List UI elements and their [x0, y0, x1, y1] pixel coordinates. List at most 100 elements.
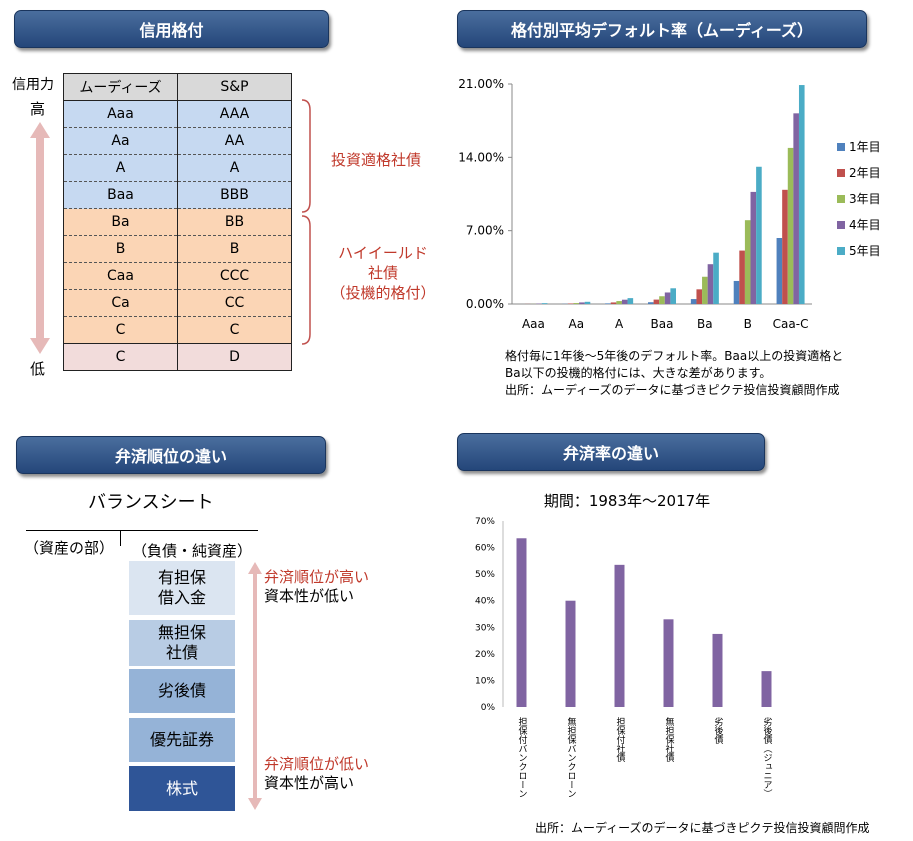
rating-cell: BB	[176, 208, 293, 236]
bar	[761, 671, 772, 707]
bar	[663, 619, 674, 707]
repayment-arrow	[248, 562, 262, 810]
default-note-line1: 格付毎に1年後～5年後のデフォルト率。Baa以上の投資適格と	[505, 349, 844, 363]
bar	[702, 276, 708, 304]
default-note-line3: 出所：ムーディーズのデータに基づきピクテ投信投資顧問作成	[505, 383, 840, 397]
bar	[579, 302, 585, 304]
x-tick-label: Aaa	[522, 317, 545, 331]
rating-cell: Caa	[63, 262, 178, 290]
bar	[616, 301, 622, 304]
y-tick-label: 10%	[475, 676, 495, 686]
rating-cell: CC	[176, 289, 293, 317]
bar	[793, 113, 799, 304]
credit-axis-label: 信用力	[12, 77, 54, 93]
y-tick-label: 7.00%	[466, 224, 504, 238]
rating-cell: B	[176, 235, 293, 263]
assets-label: （資産の部）	[24, 539, 115, 557]
bs-preferred-securities: 優先証券	[129, 718, 235, 762]
x-tick-label: Ba	[697, 317, 713, 331]
recovery-rate-chart: 期間：1983年～2017年 0% 10% 20% 30% 40% 50% 60% 70% 担保付…	[475, 492, 773, 798]
bar	[614, 564, 625, 707]
legend-swatch	[837, 169, 845, 177]
bs-top-note: 弁済順位が高い 資本性が低い	[264, 568, 369, 606]
bar	[659, 296, 665, 304]
credit-high-label: 高	[30, 100, 46, 118]
rating-cell: Ba	[63, 208, 178, 236]
rating-cell: Baa	[63, 181, 178, 209]
bs-top-note-1: 弁済順位が高い	[264, 568, 370, 586]
high-yield-label: ハイイールド 社債 （投機的格付）	[329, 243, 437, 303]
x-tick-label: Aa	[569, 317, 585, 331]
rating-cell: AA	[176, 127, 293, 155]
bs-top-note-2: 資本性が低い	[264, 587, 355, 605]
bar	[610, 302, 617, 304]
y-tick-label: 20%	[475, 650, 495, 660]
bar	[565, 600, 576, 707]
default-note-line2: Ba以下の投機的格付には、大きな差があります。	[505, 366, 772, 380]
bar	[516, 538, 527, 707]
y-tick-label: 21.00%	[458, 77, 504, 91]
bar	[573, 303, 580, 304]
bar	[776, 238, 783, 304]
x-tick-label: 無担保社債	[664, 716, 675, 763]
rating-cell: CCC	[176, 262, 293, 290]
bs-item-line: 劣後債	[157, 681, 206, 700]
rating-cell: AAA	[176, 100, 293, 128]
y-tick-label: 70%	[475, 517, 495, 527]
bs-unsecured-bond: 無担保 社債	[129, 620, 235, 666]
bs-item-line: 借入金	[157, 588, 206, 607]
bs-item-line: 無担保	[157, 623, 206, 642]
bar	[690, 299, 697, 304]
y-tick-label: 0.00%	[466, 297, 504, 311]
high-yield-line3: （投機的格付）	[330, 284, 436, 302]
bar	[621, 299, 628, 304]
rating-cell: Aaa	[63, 100, 178, 128]
rating-cell: B	[63, 235, 178, 263]
bar	[648, 302, 654, 304]
rating-cell: C	[176, 316, 293, 344]
x-tick-label: 担保付社債	[615, 716, 626, 763]
x-tick-label: 劣後債	[713, 716, 724, 745]
legend-swatch	[837, 195, 845, 203]
bs-secured-loan: 有担保 借入金	[129, 561, 235, 615]
bar	[653, 299, 660, 304]
header-credit-rating: 信用格付	[14, 10, 329, 48]
rating-cell: A	[176, 154, 293, 182]
y-tick-label: 60%	[475, 544, 495, 554]
bar	[750, 191, 757, 304]
bar	[713, 252, 719, 304]
x-tick-label: 劣後債（ジュニア）	[762, 716, 773, 798]
bar	[744, 220, 751, 304]
bs-bottom-note: 弁済順位が低い 資本性が高い	[264, 755, 369, 793]
bs-item-line: 優先証券	[149, 730, 214, 749]
y-tick-label: 50%	[475, 570, 495, 580]
bar	[584, 301, 591, 304]
header-recovery-rate: 弁済率の違い	[457, 433, 765, 471]
rating-cell: C	[63, 343, 178, 371]
header-repayment-order: 弁済順位の違い	[16, 436, 326, 474]
x-tick-label: 無担保バンクローン	[566, 716, 577, 798]
rating-cell: Ca	[63, 289, 178, 317]
legend-label: 2年目	[849, 166, 881, 180]
high-yield-line2: 社債	[367, 264, 398, 282]
bs-subordinated-bond: 劣後債	[129, 669, 235, 713]
bar	[696, 289, 703, 304]
col-moodys: ムーディーズ	[63, 73, 178, 101]
bar	[627, 298, 634, 304]
bar	[712, 633, 723, 707]
legend-swatch	[837, 221, 845, 229]
bar	[664, 292, 671, 304]
bar	[787, 147, 794, 304]
bar	[567, 303, 574, 304]
balance-sheet-divider	[26, 530, 258, 531]
x-tick-label: A	[615, 317, 624, 331]
y-tick-label: 40%	[475, 597, 495, 607]
rating-cell: Aa	[63, 127, 178, 155]
x-tick-label: Baa	[651, 317, 674, 331]
x-tick-label: 担保付バンクローン	[517, 716, 528, 798]
legend-label: 5年目	[849, 244, 881, 258]
bs-item-line: 社債	[165, 643, 198, 662]
default-rate-chart: 0.00% 7.00% 14.00% 21.00% Aaa Aa A Baa Ba B Caa-C 1…	[458, 77, 881, 331]
bar	[605, 303, 611, 304]
